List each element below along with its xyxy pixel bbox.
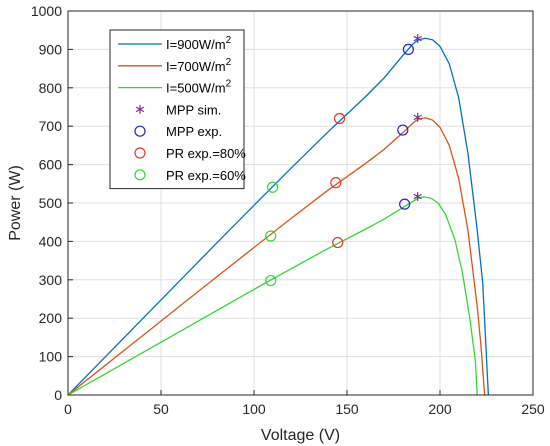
x-tick-label: 200 xyxy=(428,401,452,417)
legend-label-superscript: 2 xyxy=(226,35,232,46)
data-point-marker xyxy=(413,112,422,122)
data-point-marker xyxy=(265,230,277,242)
legend-label-text: PR exp.=60% xyxy=(166,168,246,183)
y-tick-label: 900 xyxy=(39,41,63,57)
legend-label-superscript: 2 xyxy=(226,57,232,68)
data-point-marker xyxy=(413,34,422,44)
legend-label-text: I=500W/m xyxy=(166,81,226,96)
axis-ticks: 0 50 100 150 200 250 0 100 200 300 400 500 600 700 800… xyxy=(31,3,545,417)
x-axis-label: Voltage (V) xyxy=(261,427,340,444)
data-point-marker xyxy=(332,236,344,249)
y-tick-label: 0 xyxy=(54,387,62,403)
legend-swatch xyxy=(134,147,146,159)
legend-swatch xyxy=(134,125,146,137)
data-point-marker xyxy=(413,191,422,201)
legend-swatch xyxy=(134,169,146,181)
legend-label: MPP exp. xyxy=(166,124,222,139)
y-tick-label: 200 xyxy=(39,310,63,326)
series-layer xyxy=(68,34,490,395)
legend-label-superscript: 2 xyxy=(226,79,232,90)
legend-label-text: I=700W/m xyxy=(166,59,226,74)
data-point-marker xyxy=(402,43,414,56)
y-tick-label: 700 xyxy=(39,118,63,134)
legend-label: PR exp.=80% xyxy=(166,146,246,161)
data-point-marker xyxy=(330,177,342,189)
y-tick-label: 500 xyxy=(39,195,63,211)
x-tick-label: 0 xyxy=(64,401,72,417)
y-tick-label: 600 xyxy=(39,157,63,173)
legend-label: MPP sim. xyxy=(166,102,221,117)
legend-label-text: MPP exp. xyxy=(166,124,222,139)
y-tick-label: 800 xyxy=(39,80,63,96)
y-tick-label: 400 xyxy=(39,233,63,249)
y-tick-label: 300 xyxy=(39,272,63,288)
legend-label: I=700W/m2 xyxy=(166,57,232,74)
y-tick-label: 100 xyxy=(39,349,63,365)
y-tick-label: 1000 xyxy=(31,3,62,19)
legend-label-text: PR exp.=80% xyxy=(166,146,246,161)
legend-label-text: I=900W/m xyxy=(166,37,226,52)
data-point-marker xyxy=(333,112,346,125)
data-point-marker xyxy=(399,198,411,210)
legend-box xyxy=(109,29,245,190)
series-line-0 xyxy=(68,37,490,395)
legend-label: I=500W/m2 xyxy=(166,79,232,96)
data-point-marker xyxy=(267,181,279,193)
data-point-marker xyxy=(265,274,277,287)
x-tick-label: 50 xyxy=(153,401,169,417)
y-axis-label: Power (W) xyxy=(7,165,24,241)
legend-label: I=900W/m2 xyxy=(166,35,232,52)
x-tick-label: 250 xyxy=(521,401,545,417)
x-tick-label: 100 xyxy=(242,401,266,417)
x-tick-label: 150 xyxy=(335,401,359,417)
legend-label: PR exp.=60% xyxy=(166,168,246,183)
data-point-marker xyxy=(397,124,409,136)
legend-swatch xyxy=(135,104,145,114)
series-line-2 xyxy=(68,196,478,395)
legend-label-text: MPP sim. xyxy=(166,102,221,117)
